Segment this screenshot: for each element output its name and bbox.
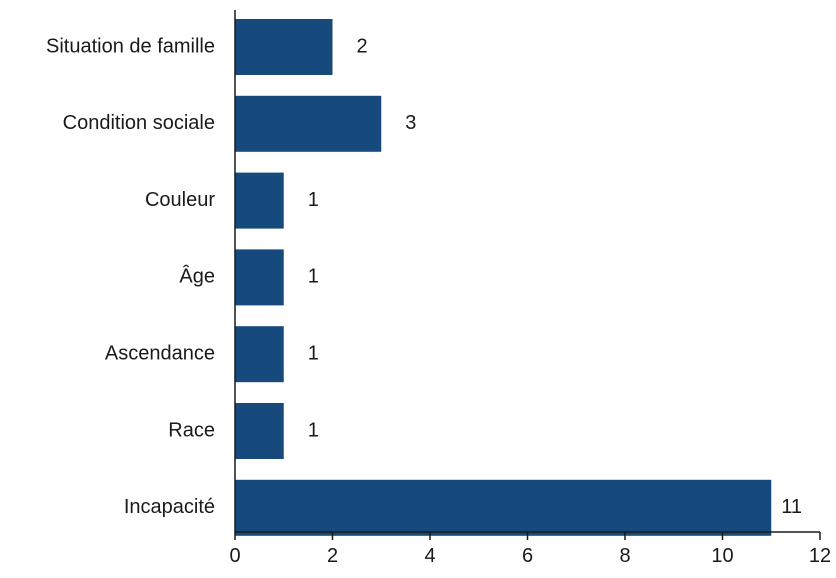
category-label: Ascendance bbox=[105, 342, 215, 364]
bar bbox=[235, 403, 284, 459]
value-label: 2 bbox=[357, 35, 368, 57]
x-tick-label: 12 bbox=[809, 545, 831, 567]
value-label: 1 bbox=[308, 266, 319, 288]
x-tick-label: 2 bbox=[327, 545, 338, 567]
x-tick-label: 4 bbox=[424, 545, 435, 567]
category-label: Incapacité bbox=[124, 496, 215, 518]
value-label: 1 bbox=[308, 419, 319, 441]
value-label: 3 bbox=[405, 112, 416, 134]
category-labels-group: Situation de famille Condition sociale Cou… bbox=[46, 35, 215, 518]
bar bbox=[235, 479, 772, 536]
value-label: 1 bbox=[308, 189, 319, 211]
x-tick-label: 10 bbox=[711, 545, 733, 567]
category-label: Couleur bbox=[145, 189, 215, 211]
category-label: Race bbox=[168, 419, 215, 441]
bar bbox=[235, 19, 333, 75]
category-label: Âge bbox=[179, 265, 215, 288]
bar bbox=[235, 249, 284, 306]
bars-group bbox=[235, 19, 772, 536]
category-label: Situation de famille bbox=[46, 35, 215, 57]
x-tick-label: 8 bbox=[619, 545, 630, 567]
value-label: 1 bbox=[308, 342, 319, 364]
category-label: Condition sociale bbox=[63, 112, 215, 134]
x-tick-label: 0 bbox=[229, 545, 240, 567]
x-ticks-group: 0 2 4 6 8 10 12 bbox=[229, 532, 831, 567]
bar bbox=[235, 326, 284, 383]
bar bbox=[235, 95, 382, 152]
value-label: 11 bbox=[781, 496, 802, 518]
x-tick-label: 6 bbox=[522, 545, 533, 567]
bar bbox=[235, 172, 284, 229]
